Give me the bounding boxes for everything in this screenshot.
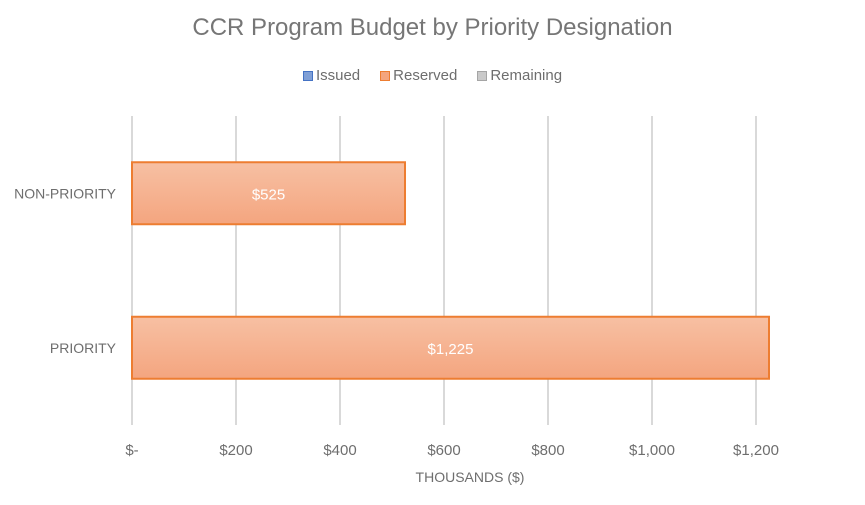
bars: $525 $1,225 <box>131 161 770 380</box>
legend-item-remaining[interactable]: Remaining <box>477 67 562 84</box>
bar-reserved[interactable] <box>131 161 406 226</box>
bar-data-label: $525 <box>252 186 285 203</box>
bar-data-label: $1,225 <box>428 341 474 358</box>
x-axis-label: THOUSANDS ($) <box>416 469 525 485</box>
chart-title: CCR Program Budget by Priority Designati… <box>192 14 673 41</box>
legend-swatch-reserved <box>380 70 391 81</box>
bar-reserved[interactable] <box>131 315 770 380</box>
legend-swatch-remaining <box>477 70 488 81</box>
y-category-label: NON-PRIORITY <box>14 185 117 201</box>
legend-item-reserved[interactable]: Reserved <box>380 67 457 84</box>
legend-swatch-issued <box>302 70 313 81</box>
legend-label-remaining: Remaining <box>490 67 563 84</box>
x-axis-ticks: $- $200 $400 $600 $800 $1,000 $1,200 <box>125 442 779 459</box>
x-tick-label: $600 <box>427 442 460 459</box>
x-tick-label: $- <box>125 442 138 459</box>
legend-label-issued: Issued <box>315 67 361 84</box>
y-axis-categories: NON-PRIORITY PRIORITY <box>14 185 117 356</box>
x-tick-label: $400 <box>323 442 356 459</box>
x-tick-label: $1,200 <box>733 442 779 459</box>
y-category-label: PRIORITY <box>50 340 117 356</box>
chart-legend: Issued Reserved Remaining <box>0 67 865 84</box>
legend-label-reserved: Reserved <box>393 67 458 84</box>
x-tick-label: $1,000 <box>629 442 675 459</box>
legend-item-issued[interactable]: Issued <box>302 67 361 84</box>
x-tick-label: $800 <box>531 442 564 459</box>
x-tick-label: $200 <box>219 442 252 459</box>
